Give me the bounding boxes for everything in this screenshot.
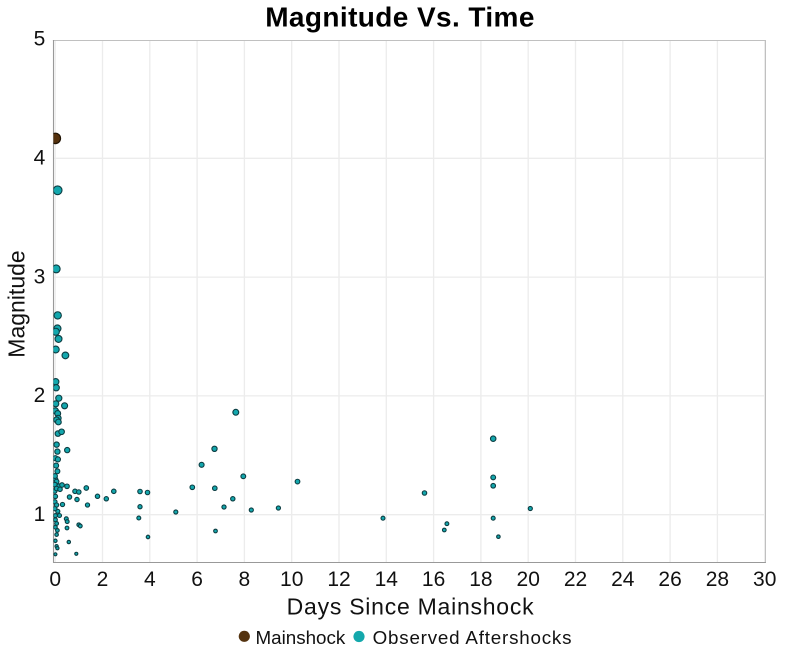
svg-text:16: 16 <box>422 568 445 591</box>
svg-text:Observed Aftershocks: Observed Aftershocks <box>373 627 573 648</box>
svg-text:0: 0 <box>49 568 61 591</box>
svg-text:6: 6 <box>191 568 203 591</box>
svg-text:24: 24 <box>611 568 635 591</box>
svg-text:28: 28 <box>706 568 729 591</box>
svg-text:8: 8 <box>239 568 251 591</box>
svg-text:3: 3 <box>34 265 46 288</box>
svg-text:2: 2 <box>34 384 46 407</box>
svg-text:10: 10 <box>280 568 303 591</box>
svg-text:Days Since Mainshock: Days Since Mainshock <box>287 593 535 619</box>
svg-text:12: 12 <box>327 568 350 591</box>
svg-text:1: 1 <box>34 503 46 526</box>
svg-text:22: 22 <box>564 568 587 591</box>
svg-text:30: 30 <box>753 568 776 591</box>
svg-text:5: 5 <box>34 28 46 51</box>
svg-text:Magnitude Vs. Time: Magnitude Vs. Time <box>265 1 535 32</box>
svg-text:4: 4 <box>34 147 46 170</box>
svg-text:4: 4 <box>144 568 156 591</box>
svg-text:2: 2 <box>97 568 109 591</box>
svg-text:20: 20 <box>517 568 540 591</box>
svg-text:18: 18 <box>469 568 492 591</box>
svg-text:Mainshock: Mainshock <box>256 627 346 648</box>
svg-text:Magnitude: Magnitude <box>3 250 29 357</box>
svg-text:14: 14 <box>375 568 399 591</box>
svg-text:26: 26 <box>658 568 681 591</box>
